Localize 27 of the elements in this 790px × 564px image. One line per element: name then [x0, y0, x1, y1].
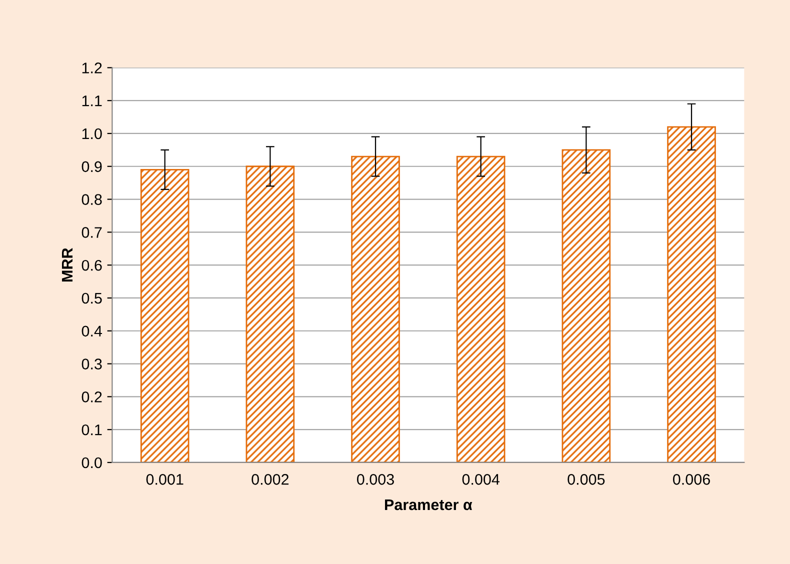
x-tick-label: 0.004	[462, 474, 500, 485]
y-tick-label: 0.6	[82, 260, 102, 271]
bar	[246, 166, 295, 462]
x-tick-label: 0.002	[252, 474, 289, 485]
y-tick-label: 1.1	[82, 96, 102, 106]
bar	[456, 156, 506, 462]
bar	[562, 149, 611, 462]
bar	[351, 156, 400, 462]
bar	[667, 126, 716, 462]
y-tick-label: 0.7	[82, 227, 102, 238]
x-tick-label: 0.006	[672, 474, 710, 485]
y-tick-label: 0.1	[82, 424, 102, 436]
x-tick-label: 0.001	[146, 474, 184, 485]
y-tick-label: 0.2	[82, 392, 102, 402]
y-tick-label: 0.0	[82, 457, 102, 468]
y-tick-label: 0.8	[82, 194, 102, 205]
x-tick-label: 0.003	[356, 474, 394, 485]
y-tick-label: 1.2	[82, 62, 102, 74]
bar	[140, 168, 190, 462]
y-tick-label: 0.3	[82, 358, 102, 370]
y-tick-label: 0.4	[82, 326, 102, 337]
y-axis-title: MRR	[62, 248, 72, 282]
x-axis-title: Parameter α	[385, 500, 472, 510]
y-tick-label: 1.0	[82, 128, 102, 140]
y-tick-label: 0.9	[82, 161, 102, 172]
x-tick-label: 0.005	[568, 474, 605, 485]
y-tick-label: 0.5	[82, 292, 102, 304]
